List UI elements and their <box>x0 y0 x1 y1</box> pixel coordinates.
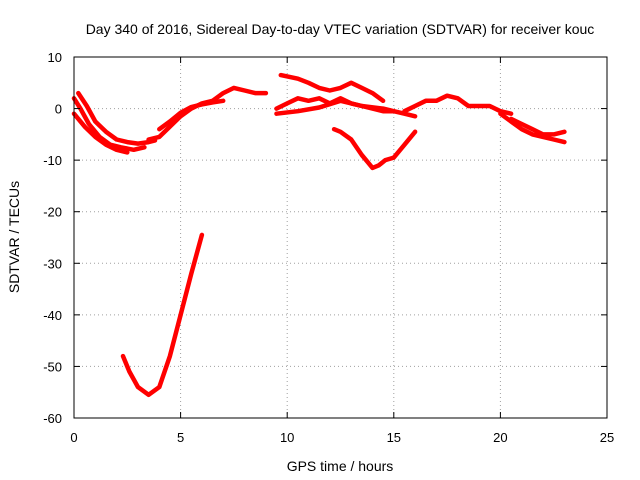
y-tick-label: -60 <box>43 411 62 426</box>
x-axis-label: GPS time / hours <box>287 458 394 474</box>
series-arc-c <box>76 90 158 146</box>
series-arc-h <box>274 98 397 116</box>
series-arc-b <box>71 111 130 155</box>
axis-ticks <box>73 56 608 419</box>
y-axis-label: SDTVAR / TECUs <box>6 181 22 293</box>
tick-labels: 0 5 10 15 20 25 10 0 -10 -20 -30 -40 -50 -60 <box>43 50 614 445</box>
y-tick-label: -50 <box>43 359 62 374</box>
y-tick-label: -30 <box>43 256 62 271</box>
series-arc-l <box>331 126 418 171</box>
x-tick-label: 15 <box>387 430 401 445</box>
chart-title: Day 340 of 2016, Sidereal Day-to-day VTE… <box>86 21 595 37</box>
series-arc-k <box>508 116 567 137</box>
series-arc-j <box>498 111 567 145</box>
series-arc-i <box>402 93 514 116</box>
grid <box>74 57 607 418</box>
series-arc-a <box>71 96 147 153</box>
plot-frame <box>73 56 608 419</box>
y-tick-label: -20 <box>43 205 62 220</box>
x-tick-label: 0 <box>70 430 77 445</box>
y-tick-label: 10 <box>48 50 62 65</box>
series-arc-g <box>278 72 386 104</box>
series-arc-d <box>146 85 269 142</box>
x-tick-label: 5 <box>177 430 184 445</box>
x-tick-label: 10 <box>280 430 294 445</box>
x-tick-label: 25 <box>600 430 614 445</box>
y-tick-label: 0 <box>55 102 62 117</box>
series-arc-m <box>120 232 205 398</box>
x-tick-label: 20 <box>493 430 507 445</box>
data-series <box>71 72 567 398</box>
y-tick-label: -40 <box>43 308 62 323</box>
y-tick-label: -10 <box>43 153 62 168</box>
series-arc-e <box>157 98 226 132</box>
